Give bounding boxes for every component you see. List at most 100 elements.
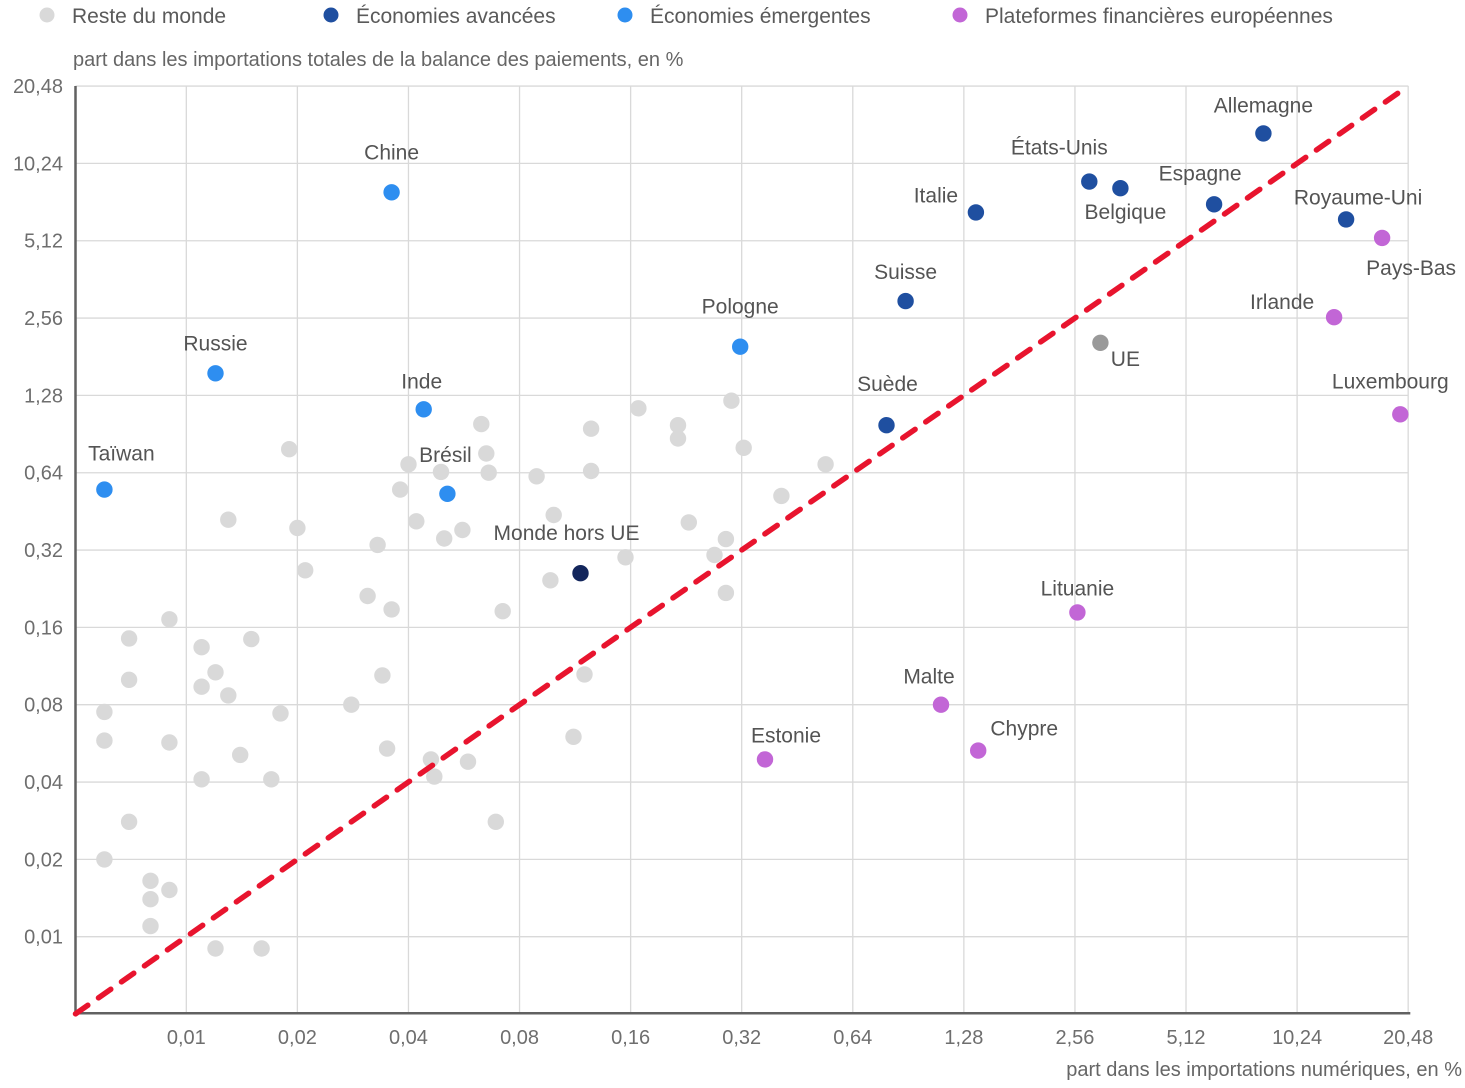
data-point-reste [680,514,697,531]
x-tick-0,64: 0,64 [833,1027,872,1049]
point-label-Pologne: Pologne [702,296,779,319]
data-point-reste [343,696,360,713]
data-point-reste [473,415,490,433]
legend-label-2: Économies avancées [356,5,556,28]
data-point-reste [617,549,634,566]
data-point-reste [96,851,113,868]
y-tick-0,01: 0,01 [24,927,63,949]
data-point-reste [426,768,443,785]
legend: Reste du monde Économies avancées Économie… [39,5,1333,28]
point-label-Estonie: Estonie [751,724,821,747]
data-point-reste [289,519,306,537]
y-tick-20,48: 20,48 [13,76,63,98]
data-point-reste [207,664,224,681]
labeled-points [96,125,1409,768]
x-tick-0,08: 0,08 [500,1027,539,1049]
data-point-reste [120,630,138,647]
data-point-reste [161,734,178,751]
point-label-Espagne: Espagne [1159,162,1242,185]
identity-line [72,83,1412,1017]
point-label-Luxembourg: Luxembourg [1332,370,1449,393]
y-tick-2,56: 2,56 [24,308,63,330]
point-label-Lituanie: Lituanie [1041,577,1115,600]
data-point-reste [459,753,477,770]
point-label-Royaume-Uni: Royaume-Uni [1294,186,1422,209]
point-label-Inde: Inde [401,370,442,393]
data-point-reste [281,441,298,458]
data-point-reste [378,740,396,757]
data-point-reste [142,891,159,908]
legend-dot-4 [952,7,968,23]
y-tick-1,28: 1,28 [24,385,63,407]
data-point-reste [369,536,386,554]
data-point-reste [669,430,687,447]
data-point-reste [253,940,270,957]
data-point-Pays-Bas [1373,229,1391,247]
legend-label-1: Reste du monde [72,5,226,28]
x-tick-0,32: 0,32 [722,1027,761,1049]
data-point-reste [706,546,723,564]
axis-lines [74,86,1411,1015]
data-point-reste [193,771,210,788]
data-point-reste [96,732,113,749]
data-point-Italie [967,204,985,221]
gridlines [75,85,1409,1014]
point-label-Belgique: Belgique [1085,201,1167,224]
data-point-Russie [207,365,224,382]
legend-dot-3 [617,7,633,23]
point-label-Pays-Bas: Pays-Bas [1366,257,1456,280]
data-point-Chypre [970,742,987,759]
x-tick-0,04: 0,04 [389,1027,428,1049]
data-point-reste [142,917,159,935]
point-label-Brésil: Brésil [419,444,472,467]
data-point-reste [142,872,159,889]
data-point-États-Unis [1081,173,1098,190]
data-point-Allemagne [1255,125,1272,142]
point-label-Italie: Italie [914,184,958,207]
data-point-reste [773,487,790,505]
point-label-Irlande: Irlande [1250,291,1314,314]
data-point-reste [220,511,237,528]
x-tick-10,24: 10,24 [1272,1027,1322,1049]
data-point-reste [400,456,417,473]
point-label-Russie: Russie [183,332,247,355]
data-point-Suède [878,417,895,434]
point-labels: Suède Suisse Italie États-Unis Belgique Espag… [88,94,1456,747]
data-point-Brésil [439,485,456,502]
data-point-reste [392,481,409,498]
data-point-Irlande [1325,309,1343,326]
data-point-reste [272,705,289,722]
data-point-reste [542,572,559,589]
point-label-États-Unis: États-Unis [1011,137,1108,160]
data-point-reste [422,751,440,768]
data-point-reste [297,562,314,579]
y-tick-10,24: 10,24 [13,153,63,175]
point-label-Chine: Chine [364,141,419,164]
data-point-reste [735,439,752,456]
y-tick-0,08: 0,08 [24,695,63,717]
data-point-UE [1092,334,1109,351]
data-point-reste [263,771,280,788]
data-point-reste [193,678,210,695]
data-point-reste [478,445,495,462]
data-point-reste [545,506,562,524]
data-point-reste [120,671,138,688]
data-point-reste [383,601,400,618]
data-point-reste [454,521,471,539]
data-point-Belgique [1112,180,1129,197]
data-point-Taïwan [96,481,113,498]
data-point-Suisse [897,292,914,310]
data-point-reste [582,420,600,437]
data-point-reste [193,639,210,656]
data-point-Chine [383,184,400,201]
data-point-reste [408,513,425,530]
y-tick-5,12: 5,12 [24,231,63,253]
identity-line-group [72,83,1412,1017]
data-point-reste [717,530,735,548]
unlabeled-points [96,392,834,957]
data-point-Pologne [732,338,749,355]
point-label-Allemagne: Allemagne [1214,94,1313,117]
data-point-reste [487,813,504,830]
